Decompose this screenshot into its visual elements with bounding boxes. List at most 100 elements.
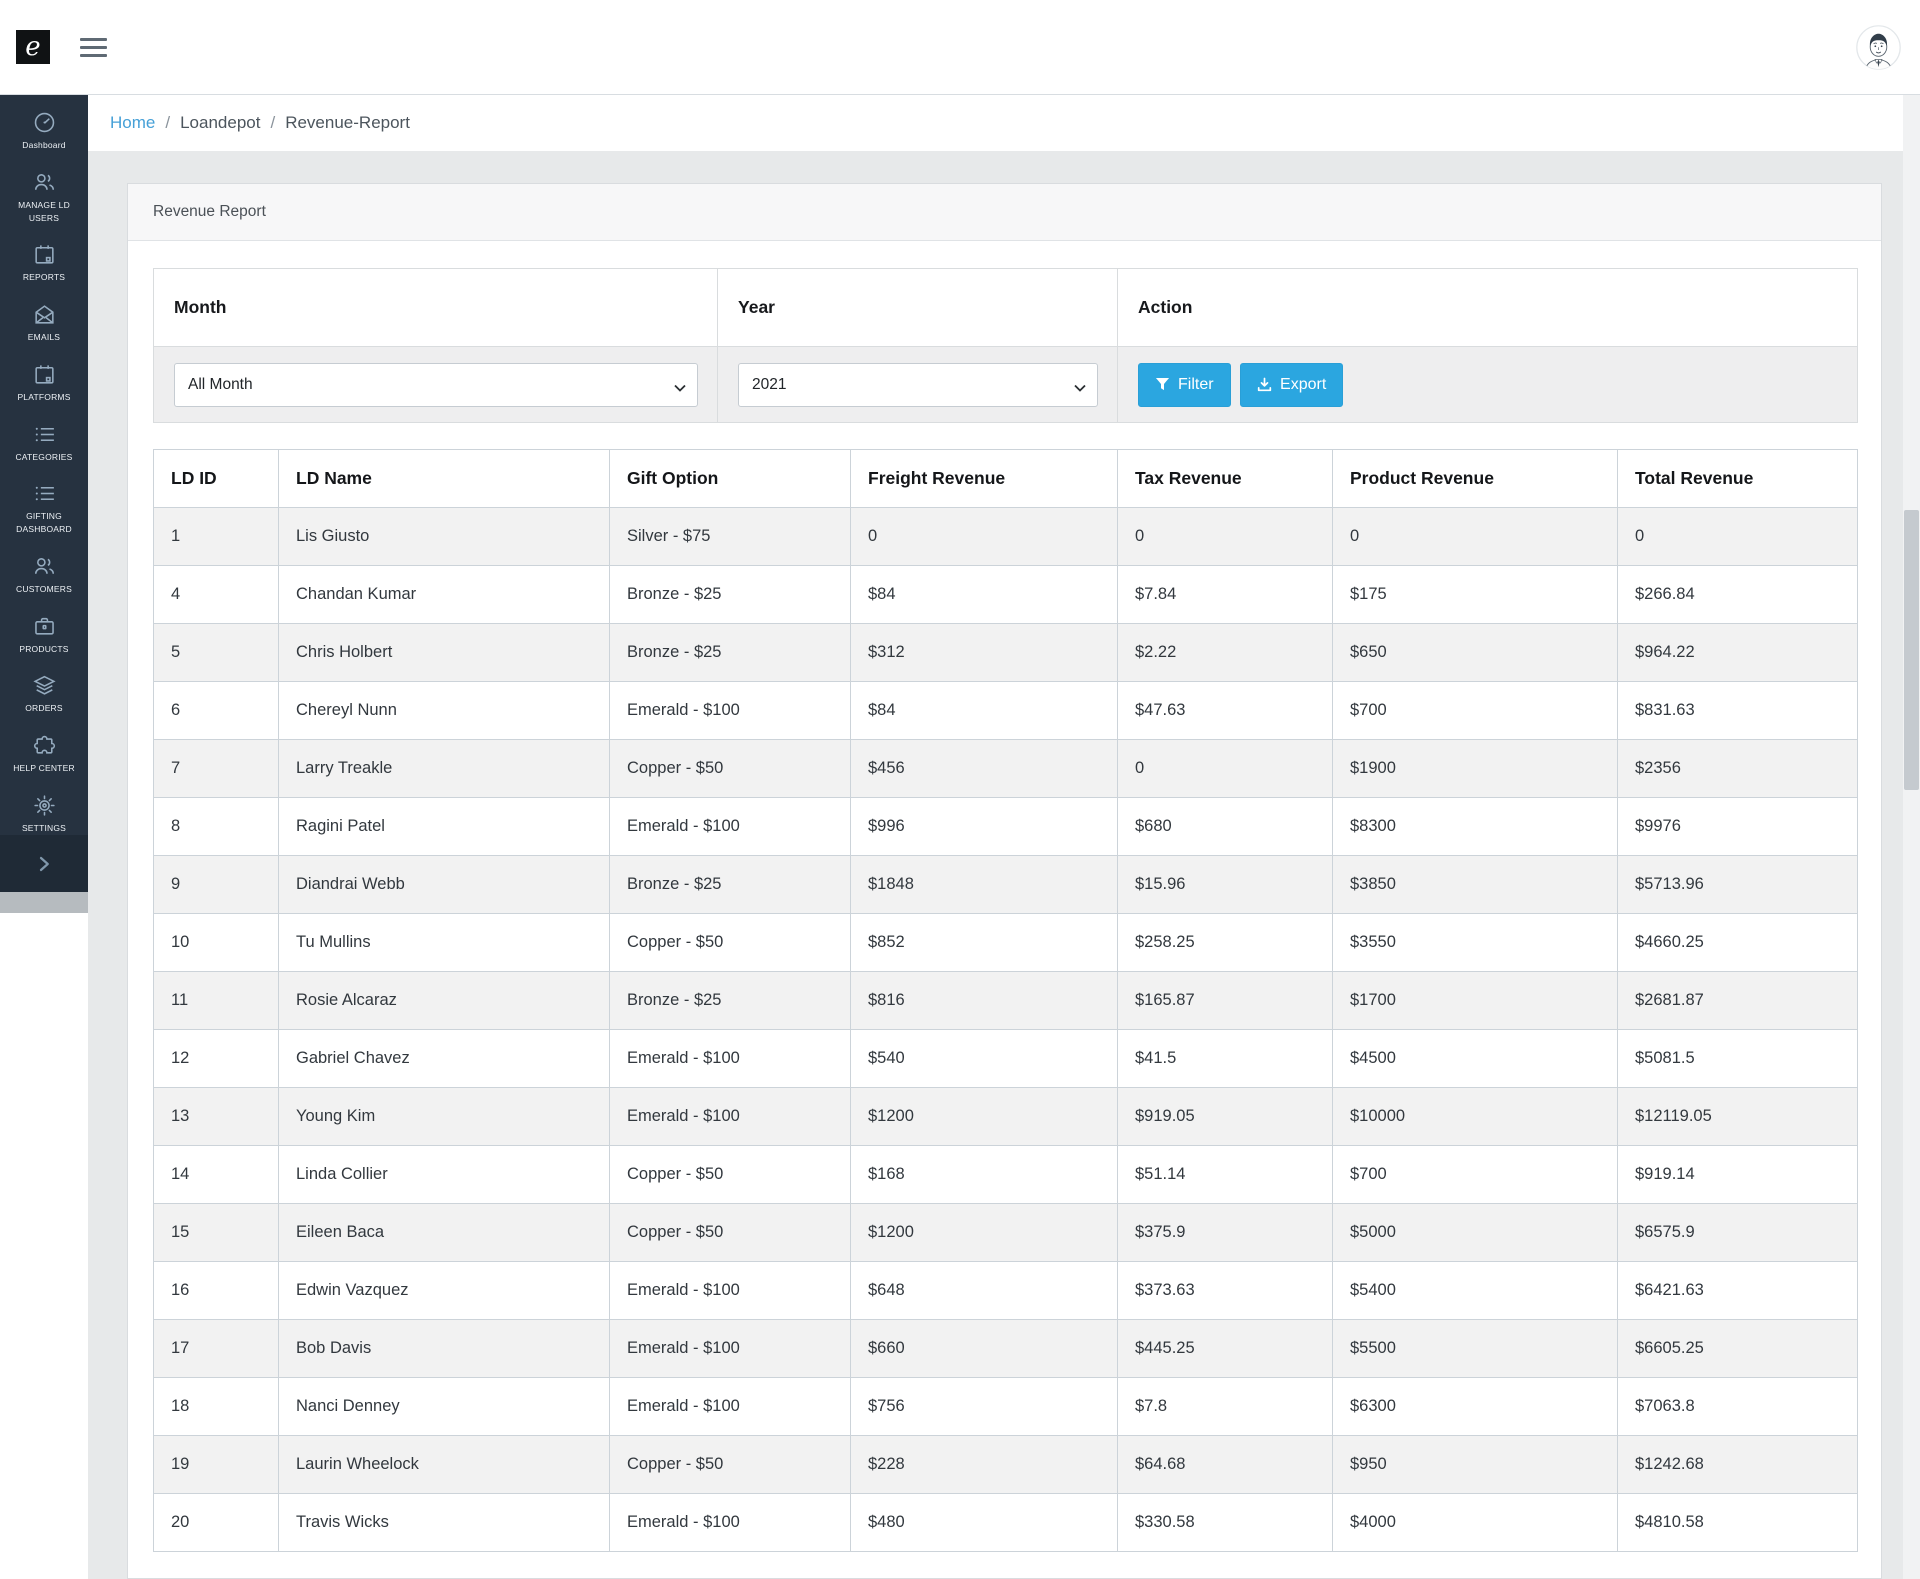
table-cell: 16 [154,1262,279,1320]
chevron-right-icon [35,855,53,873]
table-cell: $4000 [1333,1494,1618,1552]
list-icon [32,481,57,506]
table-cell: Rosie Alcaraz [279,972,610,1030]
table-cell: $175 [1333,566,1618,624]
revenue-report-card: Revenue Report Month Year Action [127,183,1882,1579]
table-row: 16Edwin VazquezEmerald - $100$648$373.63… [154,1262,1858,1320]
filter-button[interactable]: Filter [1138,363,1231,407]
sidebar-item-help-center[interactable]: HELP CENTER [0,726,88,781]
sidebar-item-categories[interactable]: CATEGORIES [0,415,88,470]
table-cell: $7063.8 [1618,1378,1858,1436]
table-cell: Lis Giusto [279,508,610,566]
sidebar-item-emails[interactable]: EMAILS [0,295,88,350]
page-content-area: Revenue Report Month Year Action [88,151,1920,1579]
table-cell: $996 [851,798,1118,856]
table-cell: $6575.9 [1618,1204,1858,1262]
table-cell: $4810.58 [1618,1494,1858,1552]
sidebar-expand-button[interactable] [0,835,88,892]
table-cell: Copper - $50 [610,1146,851,1204]
breadcrumb: Home / Loandepot / Revenue-Report [88,95,1920,151]
table-cell: $51.14 [1118,1146,1333,1204]
table-cell: 0 [1118,740,1333,798]
table-cell: $84 [851,682,1118,740]
users-icon [32,170,57,195]
table-row: 19Laurin WheelockCopper - $50$228$64.68$… [154,1436,1858,1494]
table-cell: $7.84 [1118,566,1333,624]
sidebar-item-platforms[interactable]: PLATFORMS [0,355,88,410]
table-cell: $445.25 [1118,1320,1333,1378]
table-cell: $680 [1118,798,1333,856]
hamburger-menu-icon[interactable] [80,38,107,58]
table-cell: $5713.96 [1618,856,1858,914]
table-cell: Edwin Vazquez [279,1262,610,1320]
card-header: Revenue Report [128,184,1881,241]
table-cell: Larry Treakle [279,740,610,798]
table-cell: $6421.63 [1618,1262,1858,1320]
table-cell: $660 [851,1320,1118,1378]
sidebar-item-label: MANAGE LD USERS [2,199,86,225]
table-cell: Diandrai Webb [279,856,610,914]
table-cell: Young Kim [279,1088,610,1146]
month-select[interactable]: All Month [174,363,698,407]
table-cell: $330.58 [1118,1494,1333,1552]
table-row: 20Travis WicksEmerald - $100$480$330.58$… [154,1494,1858,1552]
sidebar-item-manage-ld-users[interactable]: MANAGE LD USERS [0,163,88,231]
table-cell: Ragini Patel [279,798,610,856]
table-cell: 19 [154,1436,279,1494]
sidebar-item-dashboard[interactable]: Dashboard [0,103,88,158]
brand-logo[interactable]: e [16,30,50,64]
scrollbar-thumb[interactable] [1904,510,1919,790]
table-cell: Bronze - $25 [610,624,851,682]
sidebar-item-products[interactable]: PRODUCTS [0,607,88,662]
sidebar-item-customers[interactable]: CUSTOMERS [0,547,88,602]
table-cell: $950 [1333,1436,1618,1494]
sidebar-item-orders[interactable]: ORDERS [0,666,88,721]
gauge-icon [32,110,57,135]
table-cell: 6 [154,682,279,740]
calendar-icon [32,242,57,267]
table-cell: $5000 [1333,1204,1618,1262]
sidebar-item-reports[interactable]: REPORTS [0,235,88,290]
table-cell: Nanci Denney [279,1378,610,1436]
table-cell: $650 [1333,624,1618,682]
sidebar-item-label: ORDERS [25,702,63,715]
table-row: 6Chereyl NunnEmerald - $100$84$47.63$700… [154,682,1858,740]
breadcrumb-loandepot: Loandepot [180,113,260,133]
table-cell: $266.84 [1618,566,1858,624]
user-avatar[interactable] [1856,25,1901,70]
table-cell: 18 [154,1378,279,1436]
table-cell: Copper - $50 [610,1436,851,1494]
table-cell: $2681.87 [1618,972,1858,1030]
table-cell: 13 [154,1088,279,1146]
table-cell: 15 [154,1204,279,1262]
table-cell: $375.9 [1118,1204,1333,1262]
table-cell: $6300 [1333,1378,1618,1436]
table-cell: Laurin Wheelock [279,1436,610,1494]
column-header: Product Revenue [1333,450,1618,508]
breadcrumb-separator: / [270,113,275,133]
table-cell: $1200 [851,1204,1118,1262]
breadcrumb-home-link[interactable]: Home [110,113,155,133]
sidebar-item-settings[interactable]: SETTINGS [0,786,88,841]
table-cell: Emerald - $100 [610,798,851,856]
year-select[interactable]: 2021 [738,363,1098,407]
table-cell: $6605.25 [1618,1320,1858,1378]
table-cell: 5 [154,624,279,682]
puzzle-icon [32,733,57,758]
table-cell: $8300 [1333,798,1618,856]
table-cell: $2.22 [1118,624,1333,682]
table-cell: $168 [851,1146,1118,1204]
export-button[interactable]: Export [1240,363,1343,407]
page-title: Revenue Report [153,203,266,221]
table-cell: 14 [154,1146,279,1204]
vertical-scrollbar[interactable] [1903,95,1920,1579]
table-cell: Copper - $50 [610,740,851,798]
table-cell: Emerald - $100 [610,1320,851,1378]
column-header: Total Revenue [1618,450,1858,508]
table-cell: $2356 [1618,740,1858,798]
sidebar-item-gifting-dashboard[interactable]: GIFTING DASHBOARD [0,474,88,542]
table-cell: $700 [1333,682,1618,740]
sidebar-item-label: EMAILS [28,331,60,344]
table-cell: 17 [154,1320,279,1378]
layers-icon [32,673,57,698]
